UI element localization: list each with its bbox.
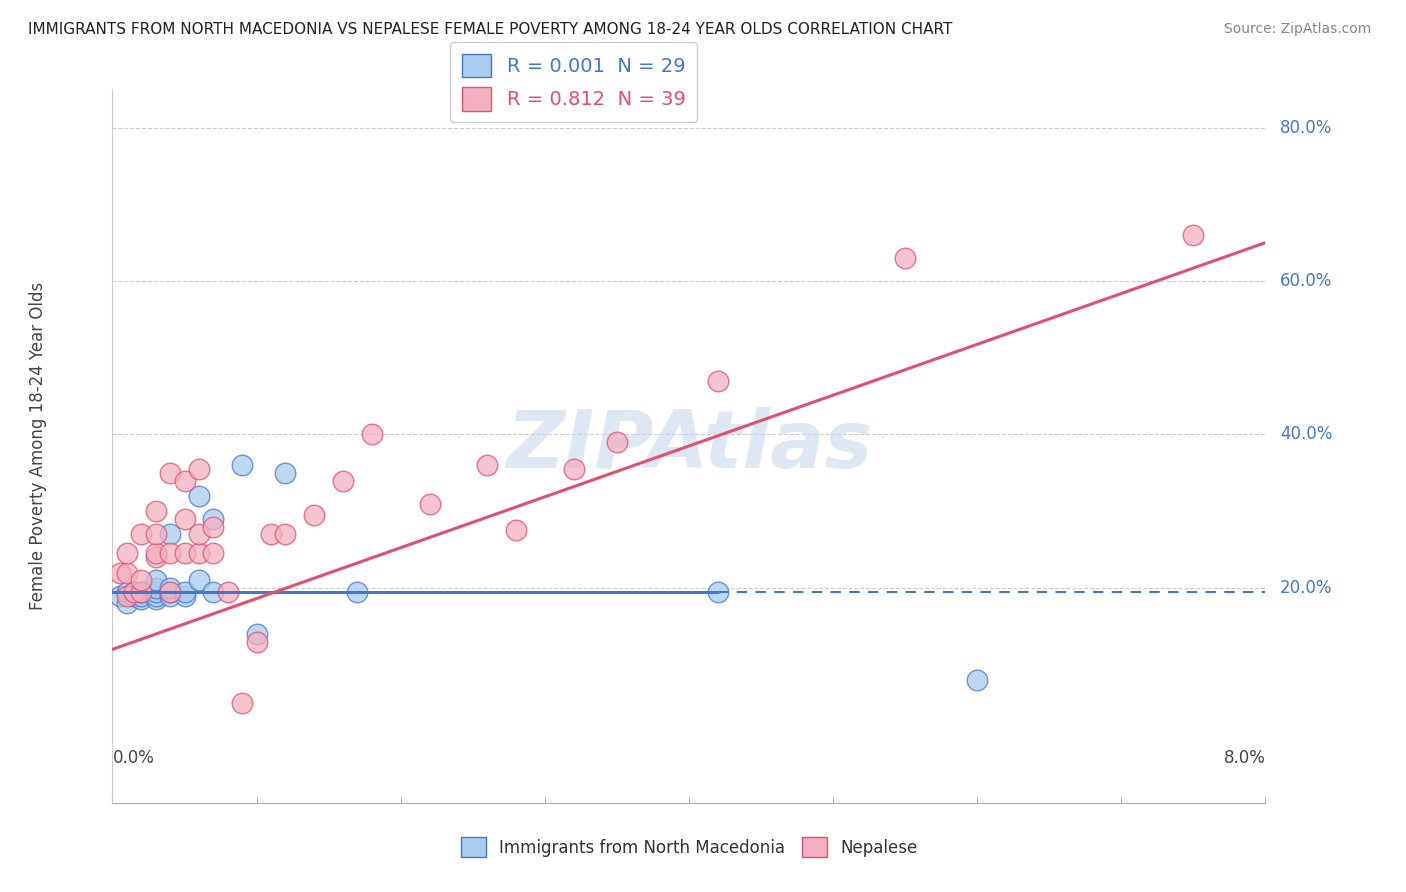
Point: [115, 546, 138, 560]
Point: [129, 589, 153, 603]
Point: [304, 508, 326, 522]
Point: [159, 546, 181, 560]
Point: [129, 584, 153, 599]
Point: [231, 696, 253, 710]
Point: [246, 634, 269, 648]
Point: [145, 592, 167, 607]
Point: [188, 462, 211, 476]
Text: 8.0%: 8.0%: [1223, 749, 1265, 767]
Point: [145, 546, 167, 560]
Point: [360, 427, 382, 442]
Point: [707, 584, 730, 599]
Text: 0.0%: 0.0%: [112, 749, 155, 767]
Point: [122, 584, 145, 599]
Text: Female Poverty Among 18-24 Year Olds: Female Poverty Among 18-24 Year Olds: [28, 282, 46, 610]
Text: 40.0%: 40.0%: [1279, 425, 1333, 443]
Point: [274, 527, 297, 541]
Point: [145, 504, 167, 518]
Point: [145, 581, 167, 595]
Point: [115, 584, 138, 599]
Text: 80.0%: 80.0%: [1279, 119, 1333, 136]
Point: [894, 251, 917, 265]
Point: [159, 589, 181, 603]
Point: [129, 527, 153, 541]
Point: [346, 584, 368, 599]
Point: [274, 466, 297, 480]
Text: IMMIGRANTS FROM NORTH MACEDONIA VS NEPALESE FEMALE POVERTY AMONG 18-24 YEAR OLDS: IMMIGRANTS FROM NORTH MACEDONIA VS NEPAL…: [28, 22, 952, 37]
Point: [188, 489, 211, 503]
Point: [505, 524, 527, 538]
Point: [966, 673, 988, 687]
Point: [202, 512, 225, 526]
Point: [173, 589, 195, 603]
Point: [159, 584, 181, 599]
Point: [562, 462, 585, 476]
Point: [122, 589, 145, 603]
Point: [122, 584, 145, 599]
Point: [188, 527, 211, 541]
Point: [145, 589, 167, 603]
Point: [1182, 227, 1205, 242]
Point: [707, 374, 730, 388]
Point: [129, 592, 153, 607]
Text: Source: ZipAtlas.com: Source: ZipAtlas.com: [1223, 22, 1371, 37]
Point: [108, 589, 131, 603]
Point: [129, 584, 153, 599]
Point: [173, 474, 195, 488]
Point: [246, 627, 269, 641]
Point: [231, 458, 253, 473]
Legend: Immigrants from North Macedonia, Nepalese: Immigrants from North Macedonia, Nepales…: [453, 829, 925, 866]
Point: [173, 512, 195, 526]
Point: [202, 546, 225, 560]
Point: [173, 546, 195, 560]
Point: [159, 527, 181, 541]
Point: [115, 596, 138, 610]
Text: 20.0%: 20.0%: [1279, 579, 1333, 597]
Point: [145, 584, 167, 599]
Point: [145, 550, 167, 565]
Point: [173, 584, 195, 599]
Point: [145, 527, 167, 541]
Point: [419, 497, 441, 511]
Point: [475, 458, 498, 473]
Text: ZIPAtlas: ZIPAtlas: [506, 407, 872, 485]
Point: [129, 574, 153, 588]
Text: 60.0%: 60.0%: [1279, 272, 1333, 290]
Point: [145, 574, 167, 588]
Point: [188, 546, 211, 560]
Point: [606, 435, 628, 450]
Point: [202, 584, 225, 599]
Point: [108, 566, 131, 580]
Point: [202, 519, 225, 533]
Point: [260, 527, 283, 541]
Point: [159, 581, 181, 595]
Point: [159, 466, 181, 480]
Point: [188, 574, 211, 588]
Point: [115, 566, 138, 580]
Point: [332, 474, 354, 488]
Point: [159, 584, 181, 599]
Point: [115, 589, 138, 603]
Point: [217, 584, 239, 599]
